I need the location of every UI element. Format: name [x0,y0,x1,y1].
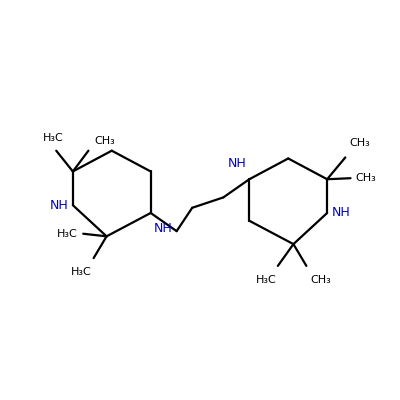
Text: H₃C: H₃C [57,229,78,239]
Text: NH: NH [153,222,172,235]
Text: CH₃: CH₃ [310,275,331,285]
Text: CH₃: CH₃ [356,173,376,183]
Text: NH: NH [50,199,69,212]
Text: H₃C: H₃C [43,133,64,143]
Text: H₃C: H₃C [256,275,277,285]
Text: CH₃: CH₃ [349,138,370,148]
Text: NH: NH [228,157,247,170]
Text: NH: NH [331,206,350,220]
Text: CH₃: CH₃ [95,136,115,146]
Text: H₃C: H₃C [71,268,92,278]
